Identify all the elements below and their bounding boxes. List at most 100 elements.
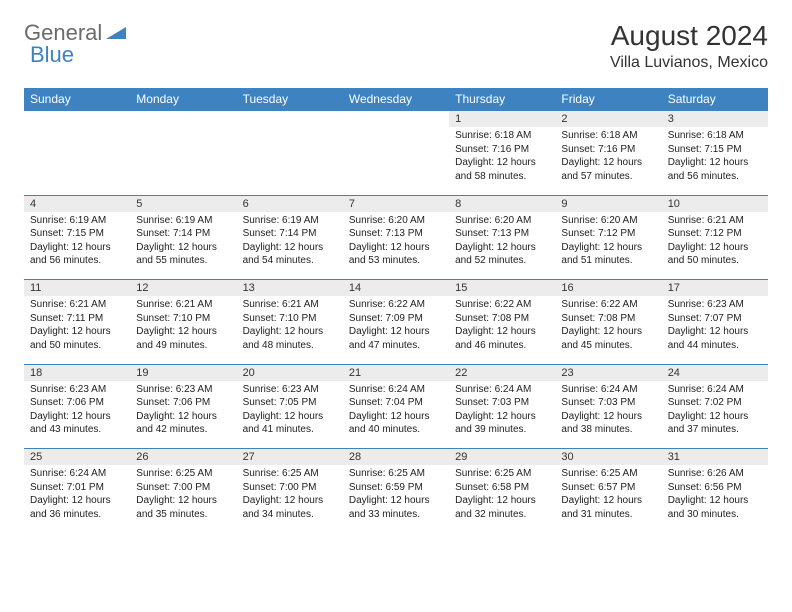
- day-number: 18: [24, 364, 130, 381]
- sunset-text: Sunset: 7:05 PM: [243, 396, 337, 410]
- day-cell: Sunrise: 6:23 AMSunset: 7:05 PMDaylight:…: [237, 381, 343, 449]
- daylight-text: Daylight: 12 hours and 41 minutes.: [243, 410, 337, 437]
- day-cell: Sunrise: 6:23 AMSunset: 7:06 PMDaylight:…: [130, 381, 236, 449]
- sunset-text: Sunset: 7:06 PM: [136, 396, 230, 410]
- daylight-text: Daylight: 12 hours and 47 minutes.: [349, 325, 443, 352]
- day-number: 5: [130, 195, 236, 212]
- sunrise-text: Sunrise: 6:21 AM: [668, 214, 762, 228]
- sunset-text: Sunset: 6:58 PM: [455, 481, 549, 495]
- day-cell: Sunrise: 6:22 AMSunset: 7:09 PMDaylight:…: [343, 296, 449, 364]
- day-content-row: Sunrise: 6:21 AMSunset: 7:11 PMDaylight:…: [24, 296, 768, 364]
- day-header: Friday: [555, 88, 661, 111]
- day-cell: [130, 127, 236, 195]
- daylight-text: Daylight: 12 hours and 38 minutes.: [561, 410, 655, 437]
- sunrise-text: Sunrise: 6:19 AM: [243, 214, 337, 228]
- day-number-row: 11121314151617: [24, 280, 768, 297]
- sunset-text: Sunset: 7:03 PM: [561, 396, 655, 410]
- sunset-text: Sunset: 7:07 PM: [668, 312, 762, 326]
- day-cell: Sunrise: 6:24 AMSunset: 7:01 PMDaylight:…: [24, 465, 130, 533]
- daylight-text: Daylight: 12 hours and 43 minutes.: [30, 410, 124, 437]
- day-number: 13: [237, 280, 343, 297]
- day-cell: Sunrise: 6:25 AMSunset: 6:59 PMDaylight:…: [343, 465, 449, 533]
- location: Villa Luvianos, Mexico: [610, 54, 768, 72]
- sunset-text: Sunset: 7:15 PM: [668, 143, 762, 157]
- sunset-text: Sunset: 7:09 PM: [349, 312, 443, 326]
- day-number: 21: [343, 364, 449, 381]
- day-cell: Sunrise: 6:23 AMSunset: 7:06 PMDaylight:…: [24, 381, 130, 449]
- day-number: 11: [24, 280, 130, 297]
- day-cell: Sunrise: 6:19 AMSunset: 7:15 PMDaylight:…: [24, 212, 130, 280]
- day-number: 28: [343, 449, 449, 466]
- day-cell: Sunrise: 6:20 AMSunset: 7:13 PMDaylight:…: [343, 212, 449, 280]
- sunset-text: Sunset: 7:13 PM: [455, 227, 549, 241]
- day-number: 4: [24, 195, 130, 212]
- sunrise-text: Sunrise: 6:23 AM: [243, 383, 337, 397]
- sunset-text: Sunset: 7:03 PM: [455, 396, 549, 410]
- day-number: 3: [662, 111, 768, 128]
- day-cell: [24, 127, 130, 195]
- day-cell: Sunrise: 6:24 AMSunset: 7:04 PMDaylight:…: [343, 381, 449, 449]
- day-number-row: 25262728293031: [24, 449, 768, 466]
- daylight-text: Daylight: 12 hours and 56 minutes.: [668, 156, 762, 183]
- day-number-row: 45678910: [24, 195, 768, 212]
- sunrise-text: Sunrise: 6:18 AM: [561, 129, 655, 143]
- sunrise-text: Sunrise: 6:24 AM: [668, 383, 762, 397]
- logo-blue-text-wrap: Blue: [30, 42, 74, 68]
- sunrise-text: Sunrise: 6:23 AM: [668, 298, 762, 312]
- day-cell: Sunrise: 6:25 AMSunset: 7:00 PMDaylight:…: [237, 465, 343, 533]
- day-cell: Sunrise: 6:21 AMSunset: 7:10 PMDaylight:…: [130, 296, 236, 364]
- day-number: 1: [449, 111, 555, 128]
- sunset-text: Sunset: 7:02 PM: [668, 396, 762, 410]
- sunrise-text: Sunrise: 6:20 AM: [455, 214, 549, 228]
- sunrise-text: Sunrise: 6:25 AM: [561, 467, 655, 481]
- sunset-text: Sunset: 7:13 PM: [349, 227, 443, 241]
- sunset-text: Sunset: 7:04 PM: [349, 396, 443, 410]
- daylight-text: Daylight: 12 hours and 34 minutes.: [243, 494, 337, 521]
- header: General August 2024 Villa Luvianos, Mexi…: [24, 20, 768, 72]
- day-content-row: Sunrise: 6:19 AM Sunset: 7:15 PM Daylight:…: [24, 212, 768, 280]
- day-number: 31: [662, 449, 768, 466]
- day-number: 12: [130, 280, 236, 297]
- day-number: 8: [449, 195, 555, 212]
- day-cell: Sunrise: 6:18 AMSunset: 7:16 PMDaylight:…: [555, 127, 661, 195]
- day-cell: Sunrise: 6:22 AMSunset: 7:08 PMDaylight:…: [449, 296, 555, 364]
- sunset-text: Sunset: 7:08 PM: [561, 312, 655, 326]
- day-number: [130, 111, 236, 128]
- day-cell: Sunrise: 6:26 AMSunset: 6:56 PMDaylight:…: [662, 465, 768, 533]
- day-number: 19: [130, 364, 236, 381]
- day-number: 7: [343, 195, 449, 212]
- day-number: [24, 111, 130, 128]
- day-number: 20: [237, 364, 343, 381]
- day-cell: Sunrise: 6:19 AMSunset: 7:14 PMDaylight:…: [237, 212, 343, 280]
- day-cell: Sunrise: 6:21 AMSunset: 7:10 PMDaylight:…: [237, 296, 343, 364]
- daylight-text: Daylight: 12 hours and 37 minutes.: [668, 410, 762, 437]
- daylight-text: Daylight: 12 hours and 31 minutes.: [561, 494, 655, 521]
- sunset-text: Sunset: 7:10 PM: [136, 312, 230, 326]
- sunrise-text: Sunrise: 6:20 AM: [349, 214, 443, 228]
- day-header: Thursday: [449, 88, 555, 111]
- daylight-text: Daylight: 12 hours and 33 minutes.: [349, 494, 443, 521]
- day-number: 10: [662, 195, 768, 212]
- sunrise-text: Sunrise: 6:25 AM: [136, 467, 230, 481]
- daylight-text: Daylight: 12 hours and 57 minutes.: [561, 156, 655, 183]
- sunset-text: Sunset: 7:14 PM: [243, 227, 337, 241]
- sunrise-text: Sunrise: 6:21 AM: [30, 298, 124, 312]
- sunset-text: Sunset: 7:00 PM: [243, 481, 337, 495]
- day-number-row: 123: [24, 111, 768, 128]
- sunset-text: Sunset: 7:15 PM: [30, 227, 124, 241]
- daylight-text: Daylight: 12 hours and 55 minutes.: [136, 241, 230, 268]
- sunrise-text: Sunrise: 6:25 AM: [455, 467, 549, 481]
- daylight-text: Daylight: 12 hours and 32 minutes.: [455, 494, 549, 521]
- sunrise-text: Sunrise: 6:20 AM: [561, 214, 655, 228]
- day-number: 24: [662, 364, 768, 381]
- daylight-text: Daylight: 12 hours and 49 minutes.: [136, 325, 230, 352]
- day-cell: Sunrise: 6:23 AMSunset: 7:07 PMDaylight:…: [662, 296, 768, 364]
- day-content-row: Sunrise: 6:23 AM Sunset: 7:06 PM Daylight:…: [24, 381, 768, 449]
- sunset-text: Sunset: 7:12 PM: [668, 227, 762, 241]
- daylight-text: Daylight: 12 hours and 52 minutes.: [455, 241, 549, 268]
- day-number: 6: [237, 195, 343, 212]
- sunset-text: Sunset: 7:10 PM: [243, 312, 337, 326]
- sunrise-text: Sunrise: 6:21 AM: [136, 298, 230, 312]
- logo-text-blue: Blue: [30, 42, 74, 67]
- sunrise-text: Sunrise: 6:21 AM: [243, 298, 337, 312]
